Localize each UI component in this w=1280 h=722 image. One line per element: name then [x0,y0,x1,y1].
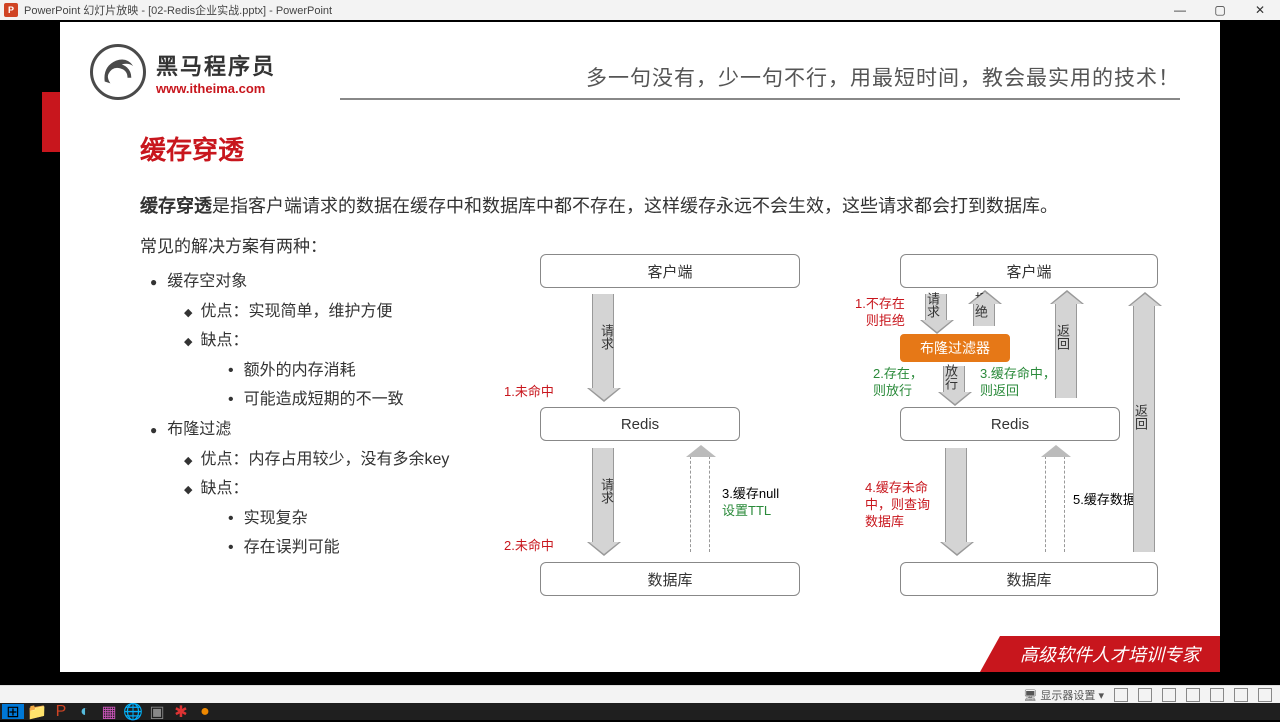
label-r-req: 请求 [923,292,942,318]
tb-app-icon-2[interactable]: ▦ [98,704,120,719]
logo-name: 黑马程序员 [156,49,276,81]
bullet-1-dis: 缺点： [184,326,449,356]
tb-explorer-icon[interactable]: 📁 [26,704,48,719]
bullet-2-adv: 优点：内存占用较少，没有多余key [184,445,449,475]
label-r-3: 3.缓存命中，则返回 [980,366,1056,400]
description-bold: 缓存穿透 [140,196,212,216]
titlebar: P PowerPoint 幻灯片放映 - [02-Redis企业实战.pptx]… [0,0,1280,20]
box-redis: Redis [540,407,740,441]
arrow-r-hit [1055,302,1077,398]
description: 缓存穿透是指客户端请求的数据在缓存中和数据库中都不存在，这样缓存永远不会生效，这… [140,192,1160,221]
close-button[interactable]: ✕ [1240,0,1280,20]
sb-icon-1[interactable] [1114,688,1128,702]
tb-chrome-icon[interactable]: 🌐 [122,704,144,719]
minimize-button[interactable]: — [1160,0,1200,20]
bullet-1-dis-1: 额外的内存消耗 [228,356,449,386]
logo-icon [90,44,146,100]
slide: 黑马程序员 www.itheima.com 多一句没有，少一句不行，用最短时间，… [60,22,1220,672]
tb-app-icon-4[interactable]: ● [194,704,216,719]
window-controls: — ▢ ✕ [1160,0,1280,20]
sb-icon-3[interactable] [1162,688,1176,702]
diagram-right: 客户端 布隆过滤器 Redis 数据库 请求 拒绝 1.不存在则拒绝 放行 2.… [855,254,1195,604]
label-r-4: 4.缓存未命中，则查询数据库 [865,480,930,531]
display-setting[interactable]: 🖥 显示器设置 ▾ [1023,687,1104,703]
description-rest: 是指客户端请求的数据在缓存中和数据库中都不存在，这样缓存永远不会生效，这些请求都… [212,196,1058,216]
box-client-r: 客户端 [900,254,1158,288]
sb-icon-6[interactable] [1234,688,1248,702]
sb-icon-4[interactable] [1186,688,1200,702]
bullet-2-dis-1: 实现复杂 [228,504,449,534]
footer-banner: 高级软件人才培训专家 [980,636,1220,672]
slogan: 多一句没有，少一句不行，用最短时间，教会最实用的技术！ [586,62,1180,92]
bullet-1: 缓存空对象 [150,267,449,297]
powerpoint-icon: P [4,3,18,17]
box-filter: 布隆过滤器 [900,334,1010,362]
label-r-2: 2.存在，则放行 [873,366,923,400]
label-r-5: 5.缓存数据 [1073,492,1136,509]
window-title: PowerPoint 幻灯片放映 - [02-Redis企业实战.pptx] -… [24,2,332,18]
sub-description: 常见的解决方案有两种： [140,232,327,257]
label-miss-2: 2.未命中 [504,538,554,555]
logo-url: www.itheima.com [156,81,276,96]
start-button[interactable]: ⊞ [2,704,24,719]
statusbar: 🖥 显示器设置 ▾ [0,685,1280,703]
label-cache-null: 3.缓存null设置TTL [722,486,779,520]
label-r-1: 1.不存在则拒绝 [855,296,905,330]
slogan-underline [340,98,1180,100]
box-client: 客户端 [540,254,800,288]
tb-terminal-icon[interactable]: ▣ [146,704,168,719]
bullet-1-dis-2: 可能造成短期的不一致 [228,385,449,415]
slide-title: 缓存穿透 [140,130,244,167]
bullet-2-dis-2: 存在误判可能 [228,533,449,563]
accent-bar [42,92,60,152]
label-r-return-1: 返回 [1053,324,1072,350]
label-r-return-2: 返回 [1131,404,1150,430]
bullet-2: 布隆过滤 [150,415,449,445]
diagram-left: 客户端 Redis 数据库 请求 1.未命中 请求 2.未命中 3.缓存null… [530,254,820,604]
tb-app-icon-1[interactable]: ◐ [74,704,96,719]
box-db: 数据库 [540,562,800,596]
bullet-2-dis: 缺点： [184,474,449,504]
maximize-button[interactable]: ▢ [1200,0,1240,20]
arrow-r-query [945,448,967,544]
label-r-pass: 放行 [941,364,960,390]
box-db-r: 数据库 [900,562,1158,596]
sb-icon-7[interactable] [1258,688,1272,702]
label-req-2: 请求 [590,478,616,504]
label-miss-1: 1.未命中 [504,384,554,401]
logo: 黑马程序员 www.itheima.com [90,44,276,100]
bullet-list: 缓存空对象 优点：实现简单，维护方便 缺点： 额外的内存消耗 可能造成短期的不一… [150,267,449,563]
logo-text: 黑马程序员 www.itheima.com [156,49,276,96]
box-redis-r: Redis [900,407,1120,441]
slide-area: 黑马程序员 www.itheima.com 多一句没有，少一句不行，用最短时间，… [0,20,1280,685]
sb-icon-2[interactable] [1138,688,1152,702]
bullet-1-adv: 优点：实现简单，维护方便 [184,297,449,327]
arrow-r-cache [1045,456,1065,552]
sb-icon-5[interactable] [1210,688,1224,702]
taskbar: ⊞ 📁 P ◐ ▦ 🌐 ▣ ✱ ● [0,703,1280,720]
label-req-1: 请求 [590,324,616,350]
tb-app-icon-3[interactable]: ✱ [170,704,192,719]
tb-powerpoint-icon[interactable]: P [50,704,72,719]
arrow-cache-null [690,456,710,552]
